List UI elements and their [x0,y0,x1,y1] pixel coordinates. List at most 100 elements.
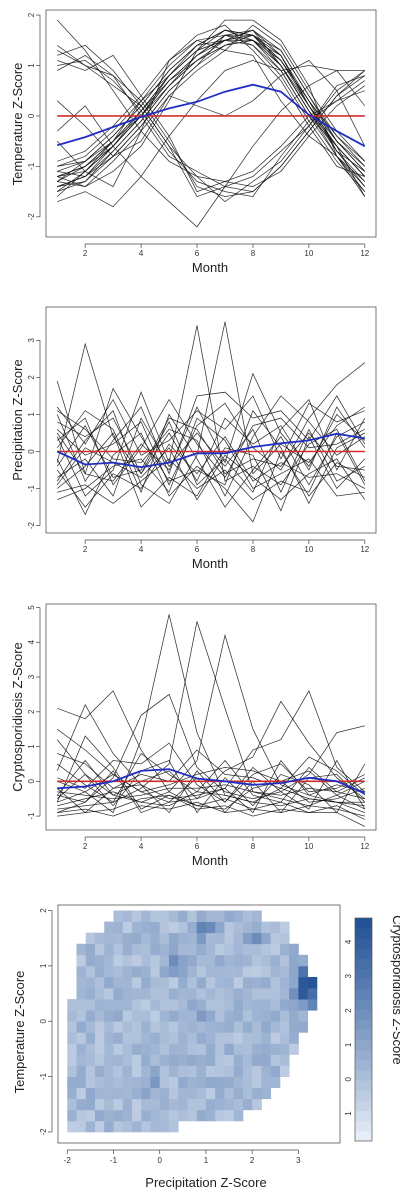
panel-a-x-tick-label: 6 [195,249,200,258]
heatmap-cell [131,999,142,1011]
panel-c-series-line [57,690,365,820]
heatmap-cell [113,943,124,956]
heatmap-cell [150,932,161,945]
panel-d-y-tick-label: -2 [39,1128,48,1136]
colorbar-swatch [355,1090,372,1101]
heatmap-cell [196,1010,207,1022]
heatmap-cell [94,999,105,1011]
heatmap-cell [159,932,170,945]
heatmap-cell [122,943,133,956]
heatmap-cell [85,988,96,1000]
heatmap-cell [76,1098,87,1111]
heatmap-cell [289,1043,299,1055]
heatmap-cell [150,1021,161,1033]
heatmap-cell [67,999,77,1011]
heatmap-cell [131,976,142,989]
heatmap-cell [122,1087,133,1100]
heatmap-cell [233,1076,244,1089]
panel-c-x-tick-label: 2 [83,842,88,851]
heatmap-cell [242,1087,253,1100]
panel-d-y-tick-label: 1 [39,963,48,968]
heatmap-cell [178,1021,188,1033]
heatmap-cell [261,1021,272,1033]
heatmap-cell [150,1065,161,1077]
heatmap-cell [233,1021,244,1033]
heatmap-cell [122,1021,133,1033]
heatmap-cell [150,1010,161,1022]
heatmap-cell [270,999,281,1011]
heatmap-cell [242,1054,253,1066]
heatmap-cell [196,1076,207,1089]
heatmap-cell [178,1032,188,1044]
heatmap-cell [122,1098,133,1111]
heatmap-cell [131,1021,142,1033]
heatmap-cell [178,1043,188,1055]
panel-c-y-tick-label: 4 [27,639,36,644]
heatmap-cell [122,1010,133,1022]
heatmap-cell [141,965,151,978]
colorbar-swatch [355,1120,372,1132]
heatmap-cell [252,976,262,989]
heatmap-cell [187,1076,198,1089]
heatmap-cell [131,943,142,956]
heatmap-cell [67,1087,77,1100]
heatmap-cell [205,1010,216,1022]
heatmap-cell [159,1098,170,1111]
panel-b-x-tick-label: 10 [304,545,313,554]
heatmap-cell [187,1087,198,1100]
heatmap-cell [289,988,299,1000]
heatmap-cell [168,965,179,978]
panel-c-series-line [56,700,366,803]
heatmap-cell [196,910,207,922]
heatmap-cell [242,988,253,1000]
heatmap-cell [168,921,179,934]
panel-c-xlabel: Month [192,853,228,868]
heatmap-cell [252,910,262,922]
heatmap-cell [94,1098,105,1111]
heatmap-cell [150,976,161,989]
panel-b-series-line [56,321,366,504]
heatmap-cell [141,1021,151,1033]
heatmap-cell [270,988,281,1000]
heatmap-cell [141,988,151,1000]
colorbar-tick-label: 1 [344,1042,353,1047]
heatmap-cell [252,943,262,956]
heatmap-cell [150,1032,161,1044]
heatmap-cell [122,932,133,945]
heatmap-cell [233,954,244,967]
heatmap-cell [85,1021,96,1033]
heatmap-cell [104,921,114,934]
panel-c-y-tick-label: 1 [27,744,36,749]
heatmap-cell [252,999,262,1011]
panel-c-series-line [57,749,366,796]
heatmap-cell [279,965,290,978]
heatmap-cell [150,910,161,922]
heatmap-cell [178,976,188,989]
colorbar-tick-label: 0 [344,1076,353,1081]
panel-a-series-line [56,39,366,192]
heatmap-cell [67,1065,77,1077]
panel-c-x-tick-label: 6 [195,842,200,851]
heatmap-cell [261,921,272,934]
heatmap-cell [289,954,299,967]
heatmap-cell [187,1043,198,1055]
heatmap-cell [168,1032,179,1044]
heatmap-cell [94,1120,105,1133]
heatmap-cell [242,1043,253,1055]
heatmap-cell [298,965,309,978]
panel-d-colorbar: 1 0 1 2 3 4 [344,917,373,1142]
panel-a-ylabel: Temperature Z-Score [10,63,25,186]
heatmap-cell [261,1010,272,1022]
heatmap-cell [279,999,290,1011]
panel-d-plot: -2 -1 0 1 2 3 -2 -1 0 1 2 [39,904,341,1165]
heatmap-cell [85,1120,96,1133]
colorbar-swatch [355,918,372,929]
heatmap-cell [224,1109,235,1122]
panel-c-x-tick-label: 12 [360,842,369,851]
heatmap-cell [104,1098,114,1111]
heatmap-cell [94,1021,105,1033]
heatmap-cell [94,1065,105,1077]
heatmap-cell [196,1098,207,1111]
heatmap-cell [261,988,272,1000]
